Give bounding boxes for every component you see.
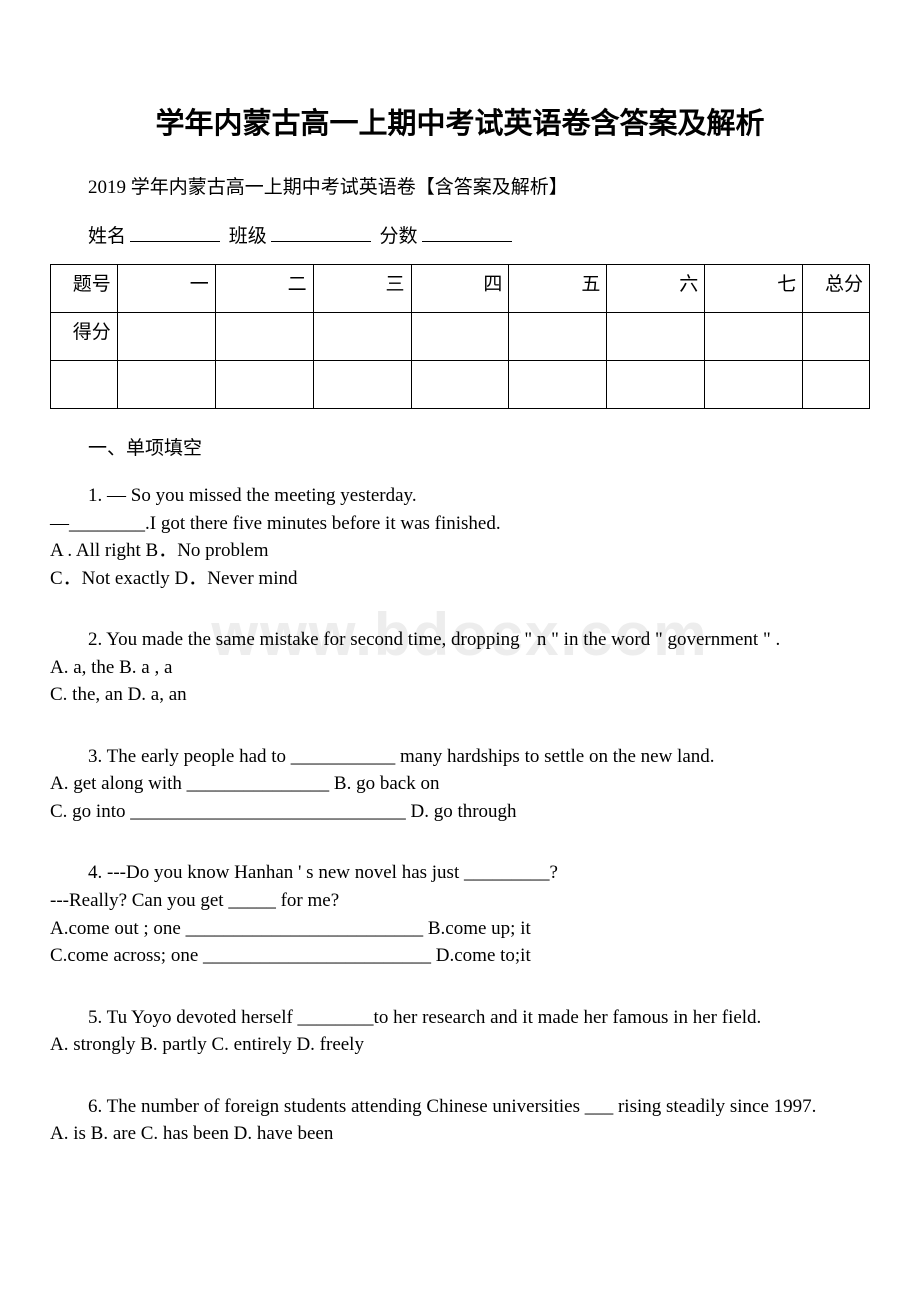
row-header-question-number: 题号 (51, 265, 118, 313)
table-cell (51, 361, 118, 409)
document-content: 学年内蒙古高一上期中考试英语卷含答案及解析 2019 学年内蒙古高一上期中考试英… (50, 100, 870, 1148)
score-table: 题号 一 二 三 四 五 六 七 总分 得分 (50, 264, 870, 409)
question-option: A.come out ; one _______________________… (50, 915, 870, 943)
page-title: 学年内蒙古高一上期中考试英语卷含答案及解析 (50, 100, 870, 142)
score-label: 分数 (380, 226, 418, 247)
question-5: 5. Tu Yoyo devoted herself ________to he… (50, 1004, 870, 1059)
question-option: A. get along with _______________ B. go … (50, 770, 870, 798)
table-cell: 四 (411, 265, 509, 313)
table-row: 题号 一 二 三 四 五 六 七 总分 (51, 265, 870, 313)
question-option: A. is B. are C. has been D. have been (50, 1120, 870, 1148)
table-cell (313, 313, 411, 361)
question-6: 6. The number of foreign students attend… (50, 1093, 870, 1148)
question-text: 4. ---Do you know Hanhan ' s new novel h… (50, 859, 870, 887)
table-cell (705, 361, 803, 409)
table-cell (803, 361, 870, 409)
table-cell (215, 361, 313, 409)
question-text: 2. You made the same mistake for second … (50, 626, 870, 654)
question-option: A. strongly B. partly C. entirely D. fre… (50, 1031, 870, 1059)
table-cell (509, 361, 607, 409)
question-4: 4. ---Do you know Hanhan ' s new novel h… (50, 859, 870, 969)
question-text: 6. The number of foreign students attend… (50, 1093, 870, 1121)
table-cell (117, 361, 215, 409)
question-text: —________.I got there five minutes befor… (50, 510, 870, 538)
subtitle: 2019 学年内蒙古高一上期中考试英语卷【含答案及解析】 (50, 172, 870, 199)
student-info-line: 姓名 班级 分数 (50, 221, 870, 248)
table-row (51, 361, 870, 409)
table-cell (607, 361, 705, 409)
question-2: 2. You made the same mistake for second … (50, 626, 870, 709)
question-option: A . All right B．No problem (50, 537, 870, 565)
table-cell (117, 313, 215, 361)
table-cell (411, 361, 509, 409)
table-cell (215, 313, 313, 361)
question-text: 5. Tu Yoyo devoted herself ________to he… (50, 1004, 870, 1032)
table-cell (705, 313, 803, 361)
question-text: 3. The early people had to ___________ m… (50, 743, 870, 771)
table-cell (509, 313, 607, 361)
table-cell: 六 (607, 265, 705, 313)
table-row: 得分 (51, 313, 870, 361)
score-blank (422, 241, 512, 242)
question-text: 1. — So you missed the meeting yesterday… (50, 482, 870, 510)
question-option: C. the, an D. a, an (50, 681, 870, 709)
row-header-total: 总分 (803, 265, 870, 313)
row-header-score: 得分 (51, 313, 118, 361)
class-label: 班级 (229, 226, 267, 247)
name-blank (130, 241, 220, 242)
question-text: ---Really? Can you get _____ for me? (50, 887, 870, 915)
section-title: 一、单项填空 (50, 433, 870, 460)
table-cell (607, 313, 705, 361)
table-cell: 三 (313, 265, 411, 313)
question-option: C.come across; one _____________________… (50, 942, 870, 970)
table-cell (313, 361, 411, 409)
table-cell (803, 313, 870, 361)
question-3: 3. The early people had to ___________ m… (50, 743, 870, 826)
table-cell (411, 313, 509, 361)
question-1: 1. — So you missed the meeting yesterday… (50, 482, 870, 592)
table-cell: 五 (509, 265, 607, 313)
class-blank (271, 241, 371, 242)
name-label: 姓名 (88, 226, 126, 247)
question-option: C．Not exactly D．Never mind (50, 565, 870, 593)
table-cell: 七 (705, 265, 803, 313)
question-option: C. go into _____________________________… (50, 798, 870, 826)
table-cell: 二 (215, 265, 313, 313)
question-option: A. a, the B. a , a (50, 654, 870, 682)
table-cell: 一 (117, 265, 215, 313)
